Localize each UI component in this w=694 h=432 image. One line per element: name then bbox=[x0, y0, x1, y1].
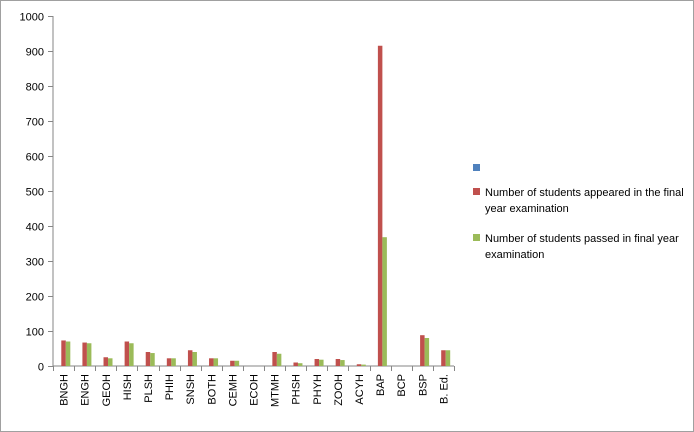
bar-appeared bbox=[356, 364, 362, 366]
x-tick-label: BSP bbox=[417, 374, 429, 396]
bar-passed bbox=[424, 338, 430, 366]
bar-appeared bbox=[377, 45, 383, 366]
x-tick-label: CEMH bbox=[227, 374, 239, 406]
x-tick-label: BNGH bbox=[59, 374, 71, 406]
bar-appeared bbox=[230, 360, 235, 366]
x-tick-label: B. Ed. bbox=[438, 374, 450, 404]
bar-appeared bbox=[187, 350, 193, 366]
bar-passed bbox=[129, 343, 134, 366]
y-tick-label: 600 bbox=[26, 152, 44, 164]
bar-appeared bbox=[209, 358, 214, 366]
y-tick-label: 100 bbox=[26, 327, 44, 339]
bar-appeared bbox=[166, 358, 172, 366]
legend-item-appeared: Number of students appeared in the final… bbox=[473, 185, 688, 217]
bar-appeared bbox=[314, 359, 320, 366]
y-tick-label: 300 bbox=[26, 257, 44, 269]
bar-passed bbox=[276, 353, 282, 366]
legend-item-series-1 bbox=[473, 161, 688, 171]
bar-appeared bbox=[335, 359, 341, 366]
x-tick-label: ACYH bbox=[354, 374, 366, 405]
bar-passed bbox=[319, 359, 324, 366]
bar-appeared bbox=[82, 342, 87, 366]
x-tick-label: MTMH bbox=[270, 374, 282, 407]
x-tick-label: PHIH bbox=[164, 374, 176, 400]
bar-passed bbox=[150, 353, 155, 366]
bar-appeared bbox=[420, 335, 425, 366]
bar-passed bbox=[340, 360, 345, 366]
bar-passed bbox=[361, 364, 366, 366]
x-tick-label: ZOOH bbox=[333, 374, 345, 406]
x-tick-label: BAP bbox=[375, 374, 387, 396]
bar-passed bbox=[108, 358, 113, 366]
y-tick-label: 500 bbox=[26, 187, 44, 199]
legend-label-passed: Number of students passed in final year … bbox=[485, 233, 679, 261]
x-tick-label: PHYH bbox=[312, 374, 324, 405]
bar-appeared bbox=[145, 352, 151, 366]
legend-swatch-series-1 bbox=[473, 164, 480, 171]
y-tick-label: 800 bbox=[26, 82, 44, 94]
bar-passed bbox=[192, 352, 197, 366]
x-tick-label: SNSH bbox=[185, 374, 197, 405]
x-tick-label: GEOH bbox=[101, 374, 113, 406]
bar-appeared bbox=[124, 341, 130, 366]
bar-passed bbox=[297, 363, 303, 366]
x-tick-label: ENGH bbox=[80, 374, 92, 406]
legend-label-appeared: Number of students appeared in the final… bbox=[485, 187, 684, 215]
bar-passed bbox=[171, 358, 176, 366]
x-tick-label: BCP bbox=[396, 374, 408, 397]
x-tick-label: HISH bbox=[122, 374, 134, 400]
y-tick-label: 200 bbox=[26, 292, 44, 304]
bar-appeared bbox=[293, 362, 298, 366]
bar-appeared bbox=[272, 352, 277, 366]
bar-appeared bbox=[441, 350, 446, 366]
y-tick-label: 0 bbox=[38, 362, 44, 374]
legend-swatch-passed bbox=[473, 234, 480, 241]
bar-passed bbox=[65, 341, 71, 366]
bar-appeared bbox=[103, 357, 109, 366]
legend-swatch-appeared bbox=[473, 188, 480, 195]
bar-appeared bbox=[61, 340, 66, 366]
x-tick-label: ECOH bbox=[249, 374, 261, 406]
legend: Number of students appeared in the final… bbox=[473, 161, 688, 277]
y-tick-label: 900 bbox=[26, 47, 44, 59]
bar-passed bbox=[213, 358, 219, 366]
legend-item-passed: Number of students passed in final year … bbox=[473, 231, 688, 263]
x-tick-label: BOTH bbox=[206, 374, 218, 405]
bar-passed bbox=[445, 350, 451, 366]
bar-passed bbox=[86, 343, 92, 366]
bar-passed bbox=[382, 237, 387, 366]
y-tick-label: 400 bbox=[26, 222, 44, 234]
bar-passed bbox=[234, 360, 240, 366]
x-tick-label: PHSH bbox=[291, 374, 303, 405]
x-tick-label: PLSH bbox=[143, 374, 155, 403]
y-tick-label: 700 bbox=[26, 117, 44, 129]
y-tick-label: 1000 bbox=[20, 12, 44, 24]
